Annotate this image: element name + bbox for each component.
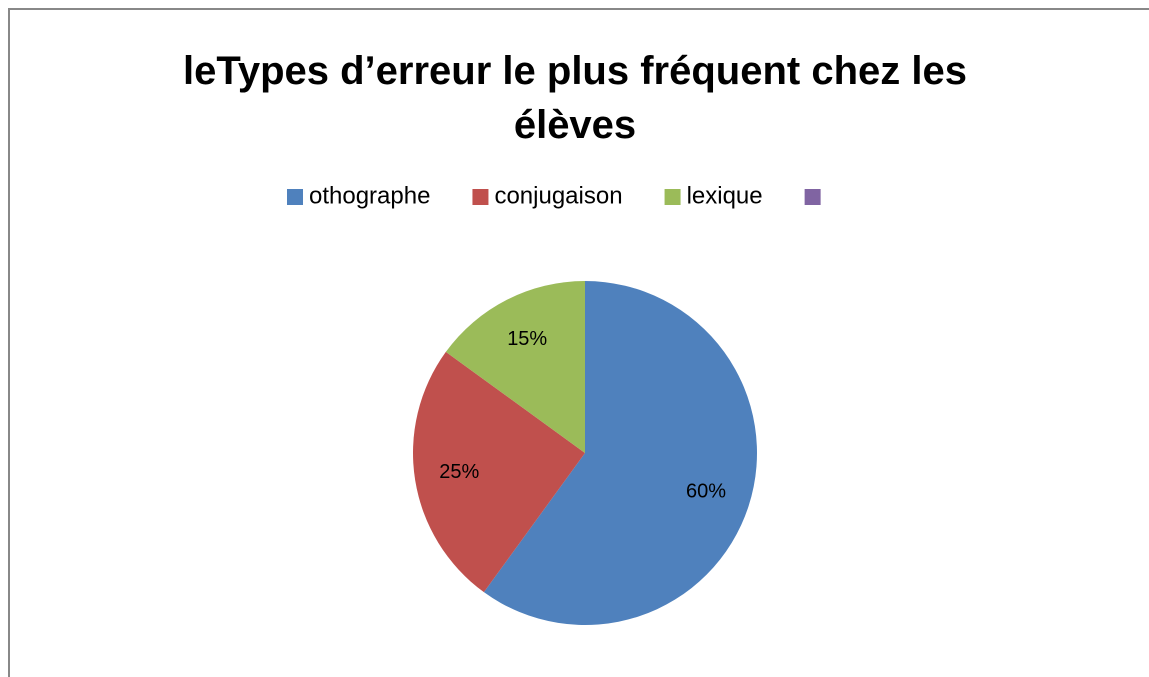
legend-swatch (472, 189, 489, 205)
chart-frame (8, 8, 1149, 677)
pie-slice (445, 281, 585, 453)
legend-label: lexique (687, 182, 763, 209)
legend-label: conjugaison (494, 182, 622, 209)
legend-swatch (804, 189, 821, 205)
data-label: 25% (439, 461, 479, 483)
pie-slice (483, 281, 757, 625)
chart-title: leTypes d’erreur le plus fréquent chez l… (183, 49, 967, 147)
data-label: 15% (507, 328, 547, 350)
legend-swatch (664, 189, 681, 205)
legend-swatch (287, 189, 303, 205)
legend-label: othographe (309, 182, 430, 209)
data-label: 60% (686, 481, 726, 503)
pie-slice (412, 351, 585, 593)
